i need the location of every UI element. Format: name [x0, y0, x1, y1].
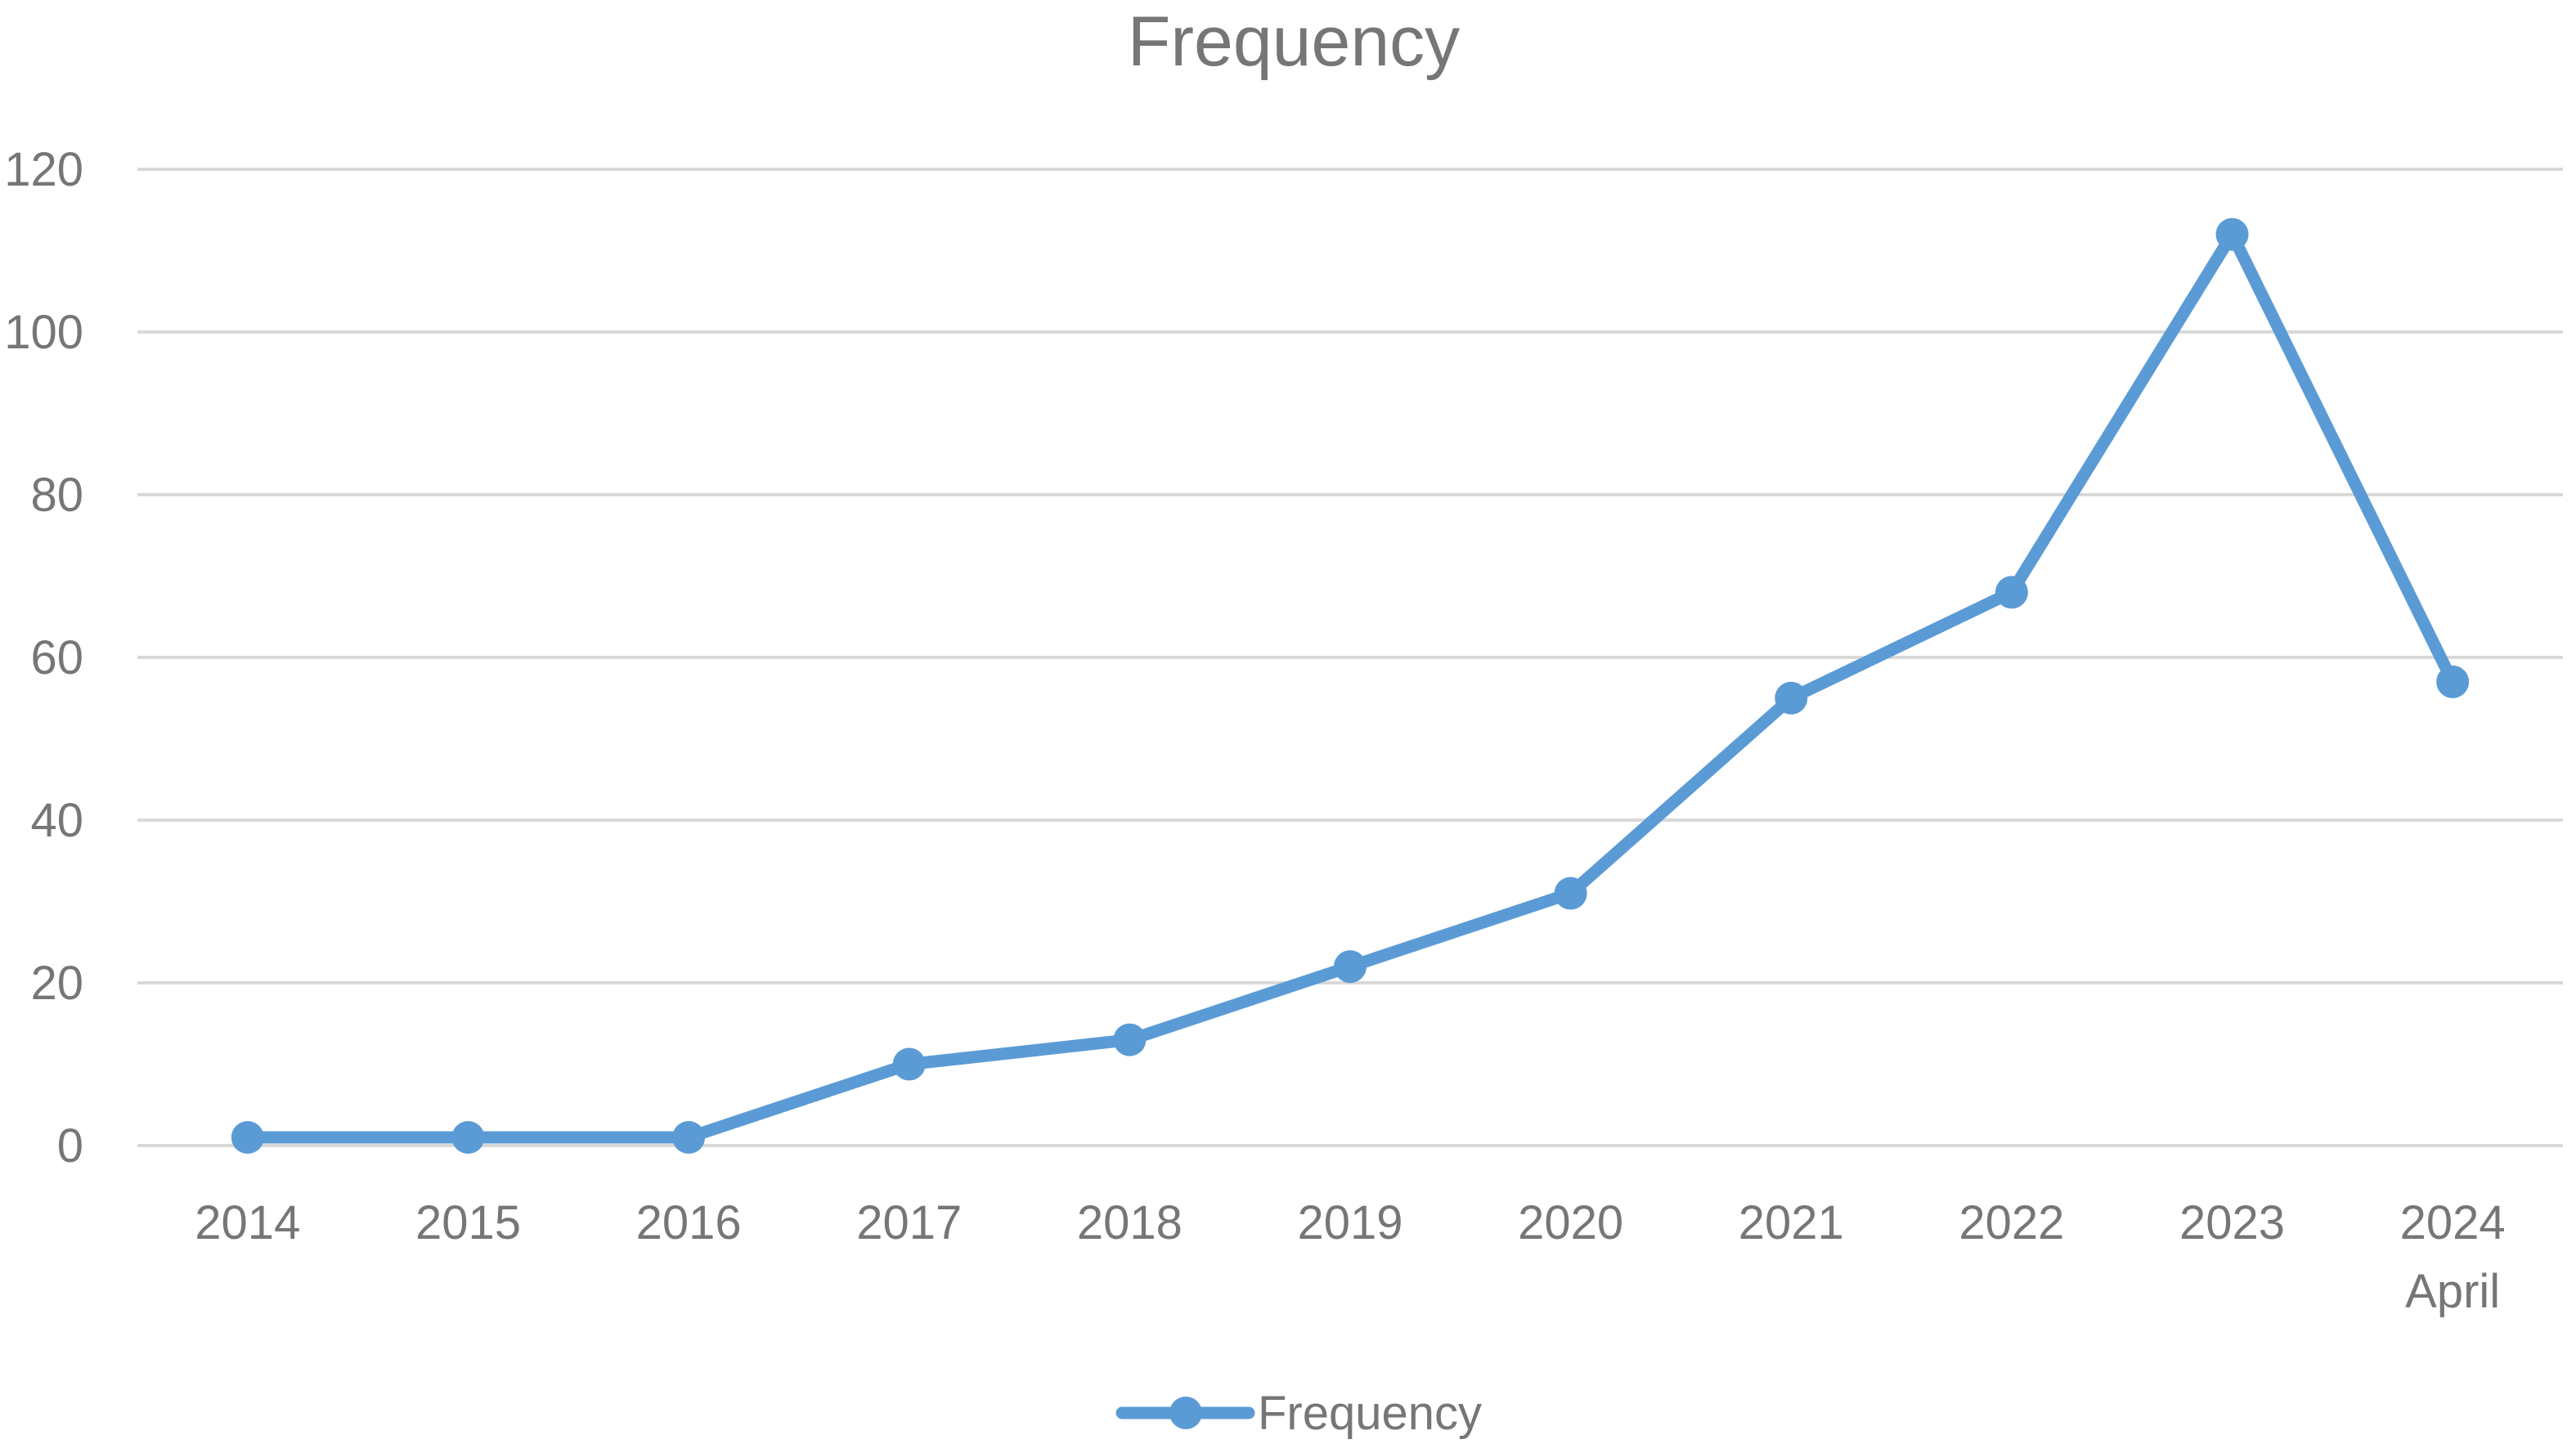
x-tick-label: 2016: [636, 1196, 742, 1249]
x-tick-label: 2019: [1297, 1196, 1402, 1249]
y-axis-ticks: 0 20 40 60 80 100 120: [4, 143, 83, 1173]
data-point: [1554, 877, 1587, 910]
x-axis-ticks: 2014 2015 2016 2017 2018 2019 2020 2021 2022 2023…: [195, 1196, 2505, 1318]
x-tick-label: 2024: [2400, 1196, 2506, 1249]
y-tick-label: 80: [30, 469, 83, 522]
legend-marker-swatch: [1169, 1397, 1202, 1429]
x-tick-label: 2015: [415, 1196, 521, 1249]
y-tick-label: 40: [30, 794, 83, 847]
series-layer: [231, 218, 2470, 1155]
data-point: [2436, 665, 2470, 698]
y-tick-label: 100: [4, 306, 83, 359]
series-line-0: [241, 228, 2459, 1144]
data-point: [451, 1121, 485, 1155]
y-tick-label: 60: [30, 631, 83, 684]
x-tick-label: 2021: [1739, 1196, 1844, 1249]
y-tick-label: 20: [30, 957, 83, 1010]
data-point: [1334, 950, 1367, 984]
x-tick-label: 2018: [1077, 1196, 1183, 1249]
gridlines: [137, 168, 2563, 1147]
x-tick-label: 2014: [195, 1196, 300, 1249]
data-point: [1995, 576, 2028, 609]
x-tick-label: April: [2405, 1265, 2500, 1318]
data-point: [892, 1047, 926, 1081]
x-tick-label: 2020: [1518, 1196, 1623, 1249]
x-tick-label: 2022: [1959, 1196, 2064, 1249]
data-point: [231, 1121, 264, 1155]
y-tick-label: 0: [57, 1119, 83, 1173]
data-point: [1113, 1023, 1147, 1056]
data-point: [1775, 681, 1808, 715]
data-point: [2215, 218, 2249, 251]
x-tick-label: 2023: [2179, 1196, 2285, 1249]
legend-label: Frequency: [1258, 1387, 1482, 1440]
y-tick-label: 120: [4, 143, 83, 196]
data-point: [672, 1121, 706, 1155]
chart-title: Frequency: [1128, 2, 1460, 81]
x-tick-label: 2017: [856, 1196, 962, 1249]
legend: Frequency: [1115, 1387, 1482, 1440]
